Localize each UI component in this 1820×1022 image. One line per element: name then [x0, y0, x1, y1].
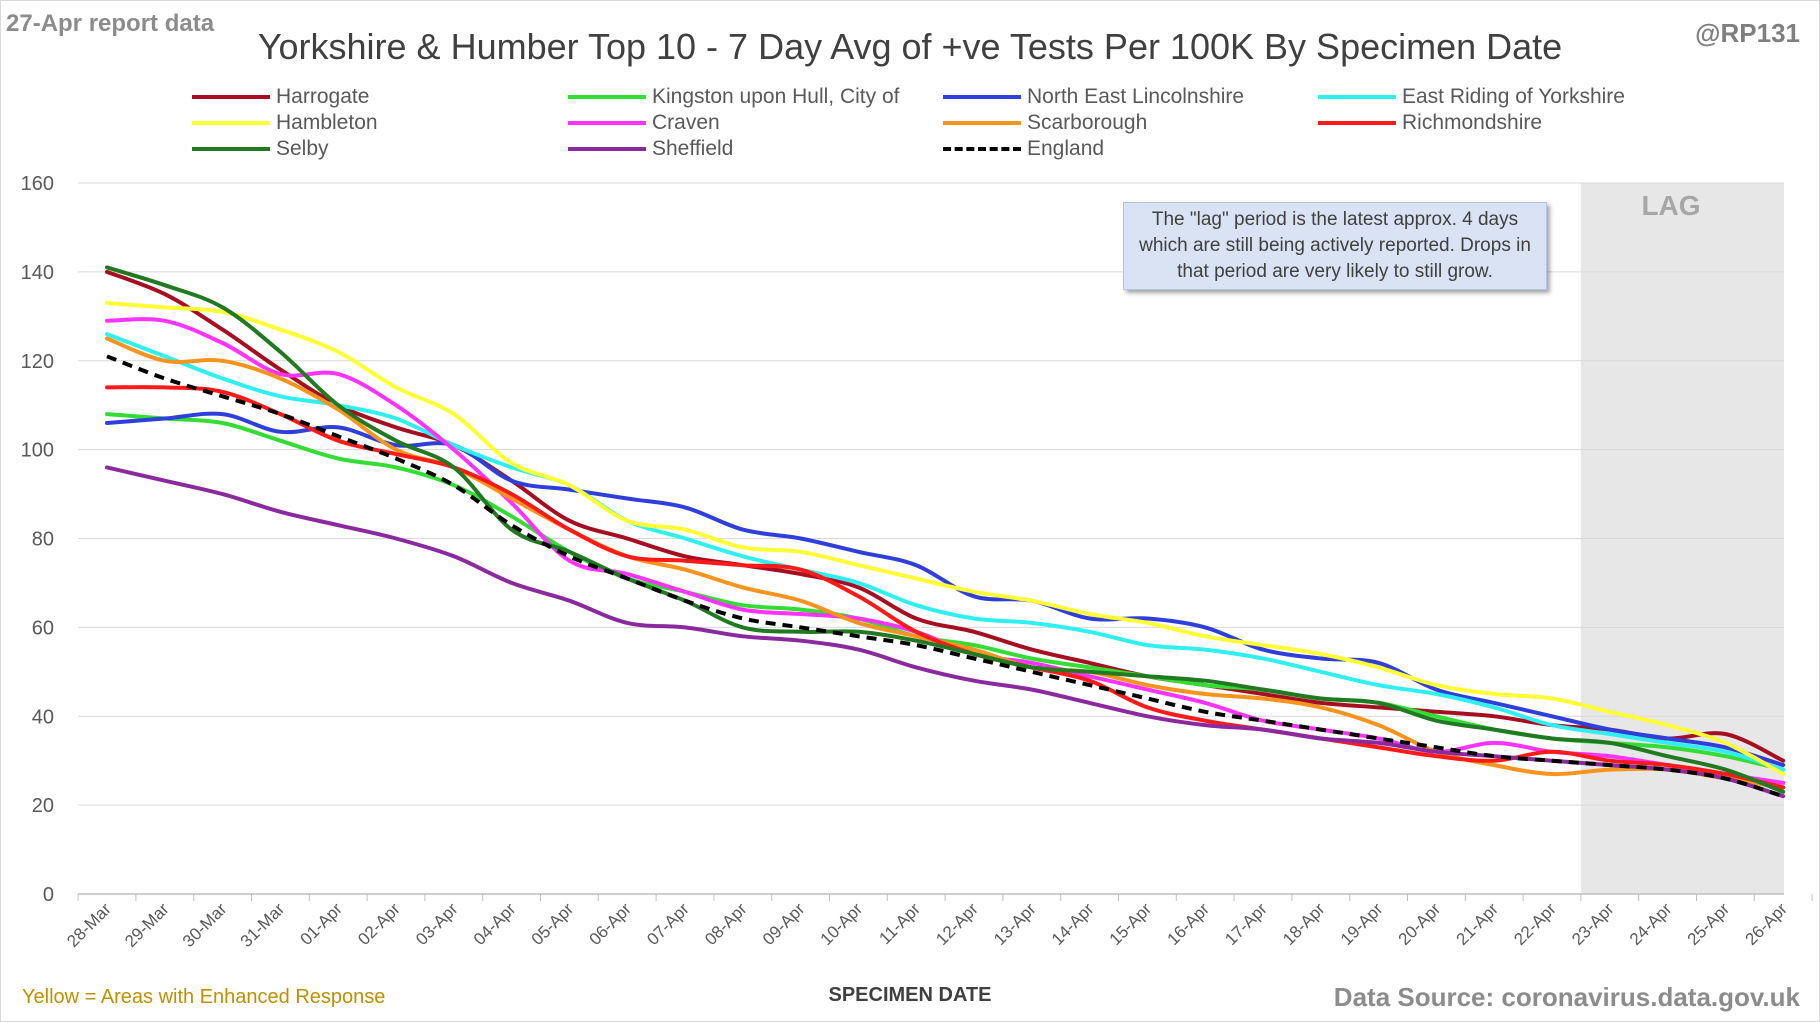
series-line-selby: [105, 265, 1786, 794]
legend-label: East Riding of Yorkshire: [1402, 85, 1625, 108]
y-tick-label: 80: [32, 529, 54, 551]
legend-swatch: [192, 147, 270, 151]
series-line-east-riding-of-yorkshire: [105, 332, 1786, 772]
x-tick-label: 25-Apr: [1684, 899, 1734, 949]
legend-swatch: [192, 95, 270, 99]
lag-note-box: The "lag" period is the latest approx. 4…: [1123, 202, 1547, 290]
legend-item: Craven: [568, 110, 720, 136]
x-tick-label: 17-Apr: [1221, 899, 1271, 949]
x-tick-label: 04-Apr: [470, 899, 520, 949]
x-tick-label: 14-Apr: [1048, 899, 1098, 949]
legend-label: Richmondshire: [1402, 111, 1543, 134]
chart-title: Yorkshire & Humber Top 10 - 7 Day Avg of…: [257, 26, 1563, 67]
x-tick-label: 15-Apr: [1106, 899, 1156, 949]
legend-label: North East Lincolnshire: [1027, 85, 1245, 108]
x-tick-label: 07-Apr: [643, 899, 693, 949]
y-tick-label: 60: [32, 617, 54, 639]
x-tick-label: 10-Apr: [817, 899, 867, 949]
x-tick-label: 19-Apr: [1337, 899, 1387, 949]
legend-label: Craven: [652, 111, 720, 134]
y-tick-label: 0: [43, 884, 54, 906]
legend-label: Kingston upon Hull, City of: [652, 85, 900, 108]
x-tick-label: 26-Apr: [1742, 899, 1792, 949]
legend-swatch: [943, 121, 1021, 125]
legend-label: Selby: [276, 137, 329, 160]
author-handle: @RP131: [1695, 18, 1800, 48]
legend-label: England: [1027, 137, 1105, 160]
series-line-sheffield: [105, 465, 1786, 799]
legend-swatch: [568, 95, 646, 99]
legend-item: Richmondshire: [1318, 110, 1542, 136]
y-tick-label: 20: [32, 795, 54, 817]
y-tick-label: 100: [21, 440, 54, 462]
report-date-label: 27-Apr report data: [6, 10, 215, 37]
series-line-hambleton: [105, 301, 1786, 776]
x-tick-label: 02-Apr: [354, 899, 404, 949]
legend-label: Scarborough: [1027, 111, 1148, 134]
enhanced-response-footnote: Yellow = Areas with Enhanced Response: [22, 986, 386, 1008]
x-tick-label: 16-Apr: [1164, 899, 1214, 949]
data-source-label: Data Source: coronavirus.data.gov.uk: [1333, 982, 1800, 1012]
x-tick-label: 09-Apr: [759, 899, 809, 949]
x-tick-label: 31-Mar: [237, 899, 289, 951]
x-tick-label: 20-Apr: [1395, 899, 1445, 949]
legend-swatch: [1318, 121, 1396, 125]
legend-label: Harrogate: [276, 85, 370, 108]
x-tick-label: 13-Apr: [990, 899, 1040, 949]
legend-item: Sheffield: [568, 136, 733, 162]
legend-label: Sheffield: [652, 137, 734, 160]
legend-swatch: [943, 147, 1021, 151]
x-tick-label: 30-Mar: [179, 899, 231, 951]
legend-item: Harrogate: [192, 84, 369, 110]
legend-item: East Riding of Yorkshire: [1318, 84, 1625, 110]
series-line-harrogate: [105, 269, 1786, 763]
legend-item: England: [943, 136, 1104, 162]
legend-swatch: [943, 95, 1021, 99]
series-line-england: [106, 354, 1784, 799]
x-tick-label: 28-Mar: [63, 899, 115, 951]
legend-swatch: [1318, 95, 1396, 99]
x-tick-label: 21-Apr: [1453, 899, 1503, 949]
x-tick-label: 18-Apr: [1279, 899, 1329, 949]
y-tick-label: 40: [32, 706, 54, 728]
legend-swatch: [568, 147, 646, 151]
x-tick-label: 01-Apr: [297, 899, 347, 949]
legend-swatch: [568, 121, 646, 125]
x-tick-label: 23-Apr: [1568, 899, 1618, 949]
y-tick-label: 120: [21, 351, 54, 373]
lag-label: LAG: [1641, 190, 1701, 221]
x-tick-label: 12-Apr: [932, 899, 982, 949]
legend-item: Scarborough: [943, 110, 1147, 136]
legend-item: Kingston upon Hull, City of: [568, 84, 899, 110]
legend-item: North East Lincolnshire: [943, 84, 1244, 110]
x-tick-label: 03-Apr: [412, 899, 462, 949]
x-tick-label: 08-Apr: [701, 899, 751, 949]
x-axis-title: SPECIMEN DATE: [828, 984, 992, 1006]
x-tick-label: 22-Apr: [1510, 899, 1560, 949]
x-tick-label: 06-Apr: [586, 899, 636, 949]
x-tick-label: 29-Mar: [121, 899, 173, 951]
y-tick-label: 160: [21, 173, 54, 195]
legend-label: Hambleton: [276, 111, 378, 134]
legend-item: Selby: [192, 136, 329, 162]
x-tick-label: 24-Apr: [1626, 899, 1676, 949]
series-line-richmondshire: [105, 385, 1786, 790]
x-tick-label: 11-Apr: [875, 899, 924, 948]
x-tick-label: 05-Apr: [528, 899, 578, 949]
legend-item: Hambleton: [192, 110, 378, 136]
legend-swatch: [192, 121, 270, 125]
y-tick-label: 140: [21, 262, 54, 284]
series-line-north-east-lincolnshire: [105, 411, 1786, 768]
